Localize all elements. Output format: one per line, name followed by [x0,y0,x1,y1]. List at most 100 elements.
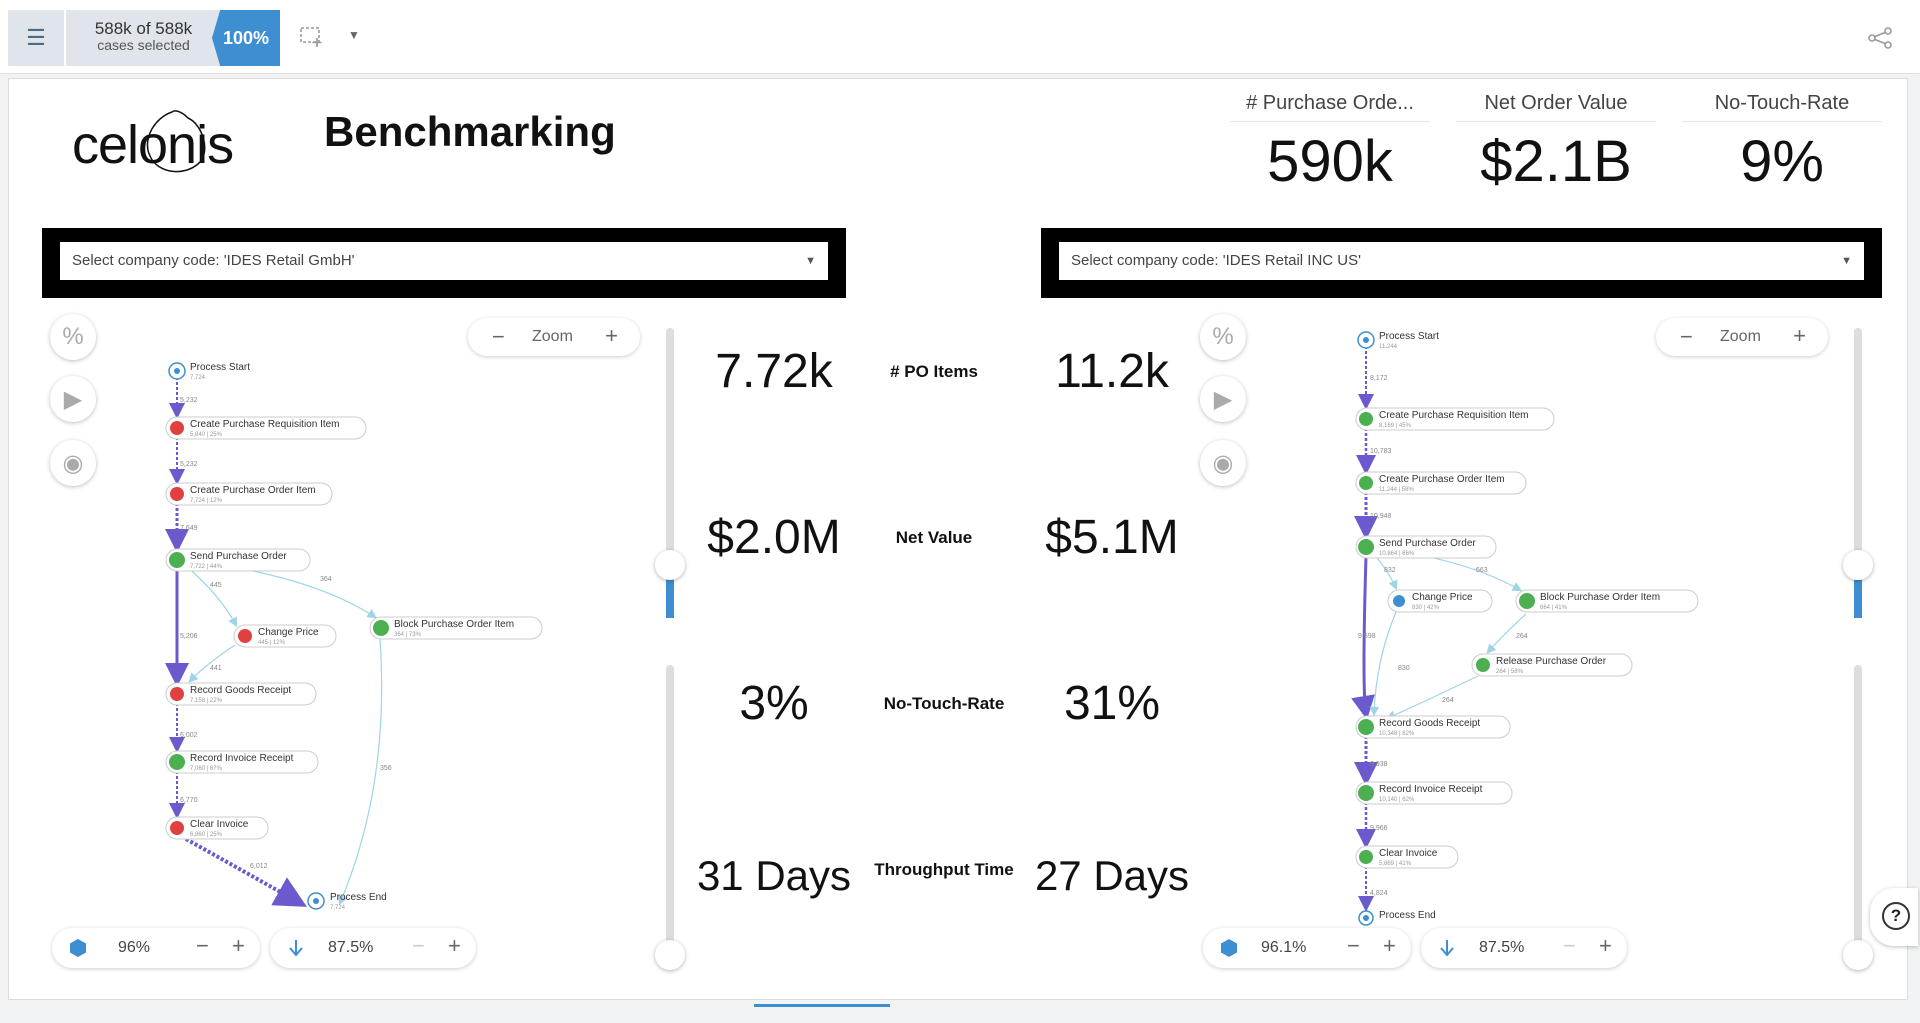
process-node[interactable]: Release Purchase Order 264 | 58% [1471,653,1633,677]
selection-summary[interactable]: 588k of 588k cases selected [66,10,221,66]
node-sub: 7,722 | 44% [190,564,223,570]
help-icon: ? [1882,902,1910,930]
detail-slider-track-right[interactable] [1854,665,1862,955]
celonis-logo: celonis [72,100,262,180]
po-items-label: # PO Items [890,362,978,381]
node-sub: 7,060 | 67% [190,766,223,772]
dropdown-value: Select company code: 'IDES Retail INC US… [1071,252,1362,269]
right-net-value-value: $5.1M [1045,511,1179,564]
edge-label: 5,232 [180,397,198,404]
activities-increase-button[interactable]: + [1383,933,1396,958]
process-node[interactable]: Process Start 7,724 [168,362,250,381]
edge-label: 9,598 [1358,633,1376,640]
process-node[interactable]: Create Purchase Requisition Item 8,169 |… [1355,407,1555,431]
zoom-slider-knob-right[interactable] [1843,550,1873,580]
process-node[interactable]: Process End [1358,910,1436,926]
process-node[interactable]: Process Start 11,244 [1357,331,1439,350]
process-map-left[interactable]: 5,232 5,232 7,649 445 364 5,206 441 6,00… [150,355,570,915]
process-node[interactable]: Process End 7,724 [307,892,387,911]
process-node[interactable]: Create Purchase Requisition Item 5,840 |… [165,416,367,440]
node-label: Create Purchase Order Item [1379,474,1505,485]
selection-tool-icon[interactable] [298,24,328,50]
connections-increase-button[interactable]: + [1599,933,1612,958]
process-node[interactable]: Create Purchase Order Item 7,724 | 12% [165,482,333,506]
process-node[interactable]: Create Purchase Order Item 11,244 | 58% [1355,471,1527,495]
hide-icon[interactable]: ◉ [50,440,96,486]
connections-percentage: 87.5% [1479,939,1525,956]
page-title: Benchmarking [324,108,616,155]
zoom-out-button[interactable]: − [1680,324,1693,349]
kpi-label: Net Order Value [1456,92,1656,122]
percentage-toggle-icon[interactable]: % [50,314,96,360]
top-bar: ☰ 588k of 588k cases selected 100% ▼ [0,0,1920,74]
kpi-label: No-Touch-Rate [1682,92,1882,122]
node-label: Block Purchase Order Item [394,619,514,630]
node-sub: 5,869 | 41% [1379,861,1412,867]
process-node[interactable]: Record Invoice Receipt 7,060 | 67% [165,750,319,774]
edge-label: 6,002 [180,732,198,739]
node-sub: 830 | 42% [1412,605,1440,611]
connections-percentage: 87.5% [328,939,374,956]
node-label: Record Goods Receipt [190,685,291,696]
detail-slider-track-left[interactable] [666,665,674,955]
play-icon[interactable]: ▶ [50,376,96,422]
process-node[interactable]: Change Price 830 | 42% [1387,589,1493,613]
detail-slider-knob-right[interactable] [1843,940,1873,970]
left-throughput-value: 31 Days [696,852,852,899]
node-label: Clear Invoice [1379,848,1438,859]
connections-decrease-button[interactable]: − [412,933,425,958]
activities-decrease-button[interactable]: − [196,933,209,958]
process-node[interactable]: Send Purchase Order 10,864 | 66% [1355,535,1497,559]
node-sub: 7,724 [190,375,206,381]
process-node[interactable]: Send Purchase Order 7,722 | 44% [165,548,311,572]
process-node[interactable]: Record Goods Receipt 10,348 | 82% [1355,715,1511,739]
menu-icon[interactable]: ☰ [8,10,64,66]
hide-icon[interactable]: ◉ [1200,440,1246,486]
node-label: Process Start [190,362,250,373]
connections-increase-button[interactable]: + [448,933,461,958]
node-sub: 7,724 | 12% [190,498,223,504]
process-node[interactable]: Record Goods Receipt 7,158 | 22% [165,682,317,706]
zoom-out-button[interactable]: − [492,324,505,349]
zoom-control-left: − Zoom + [468,318,640,356]
activities-percentage: 96.1% [1261,939,1307,956]
active-tab-indicator [754,1004,890,1007]
process-node[interactable]: Record Invoice Receipt 10,140 | 62% [1355,781,1513,805]
throughput-time-label: Throughput Time [874,860,1014,879]
edge-label: 5,206 [180,633,198,640]
edge-label: 7,649 [180,525,198,532]
company-dropdown-right[interactable]: Select company code: 'IDES Retail INC US… [1059,242,1864,280]
process-node[interactable]: Block Purchase Order Item 364 | 73% [369,616,543,640]
kpi-value: $2.1B [1480,129,1632,194]
node-label: Process Start [1379,331,1439,342]
chevron-down-icon[interactable]: ▼ [348,28,360,42]
selection-percentage[interactable]: 100% [212,10,280,66]
detail-slider-knob-left[interactable] [655,940,685,970]
zoom-slider-track-left[interactable] [666,328,674,618]
percentage-toggle-icon[interactable]: % [1200,314,1246,360]
company-dropdown-left[interactable]: Select company code: 'IDES Retail GmbH' … [60,242,828,280]
edge-label: 9,938 [1370,761,1388,768]
process-map-right[interactable]: 8,172 10,783 10,948 832 663 9,598 830 26… [1348,330,1708,930]
activities-decrease-button[interactable]: − [1347,933,1360,958]
zoom-slider-track-right[interactable] [1854,328,1862,618]
share-icon[interactable] [1866,26,1894,50]
activities-increase-button[interactable]: + [232,933,245,958]
edge-label: 10,783 [1370,448,1392,455]
arrow-down-icon [289,940,303,957]
help-button[interactable]: ? [1870,888,1918,946]
play-icon[interactable]: ▶ [1200,376,1246,422]
node-label: Create Purchase Requisition Item [1379,410,1529,421]
node-label: Change Price [1412,592,1473,603]
connections-decrease-button[interactable]: − [1563,933,1576,958]
process-node[interactable]: Clear Invoice 6,860 | 25% [165,816,269,840]
zoom-control-right: − Zoom + [1656,318,1828,356]
zoom-in-button[interactable]: + [605,323,618,348]
process-node[interactable]: Change Price 445 | 12% [233,624,337,648]
node-label: Change Price [258,627,319,638]
zoom-in-button[interactable]: + [1793,323,1806,348]
process-node[interactable]: Block Purchase Order Item 664 | 41% [1515,589,1699,613]
process-node[interactable]: Clear Invoice 5,869 | 41% [1355,845,1459,869]
node-sub: 7,158 | 22% [190,698,223,704]
zoom-slider-knob-left[interactable] [655,550,685,580]
